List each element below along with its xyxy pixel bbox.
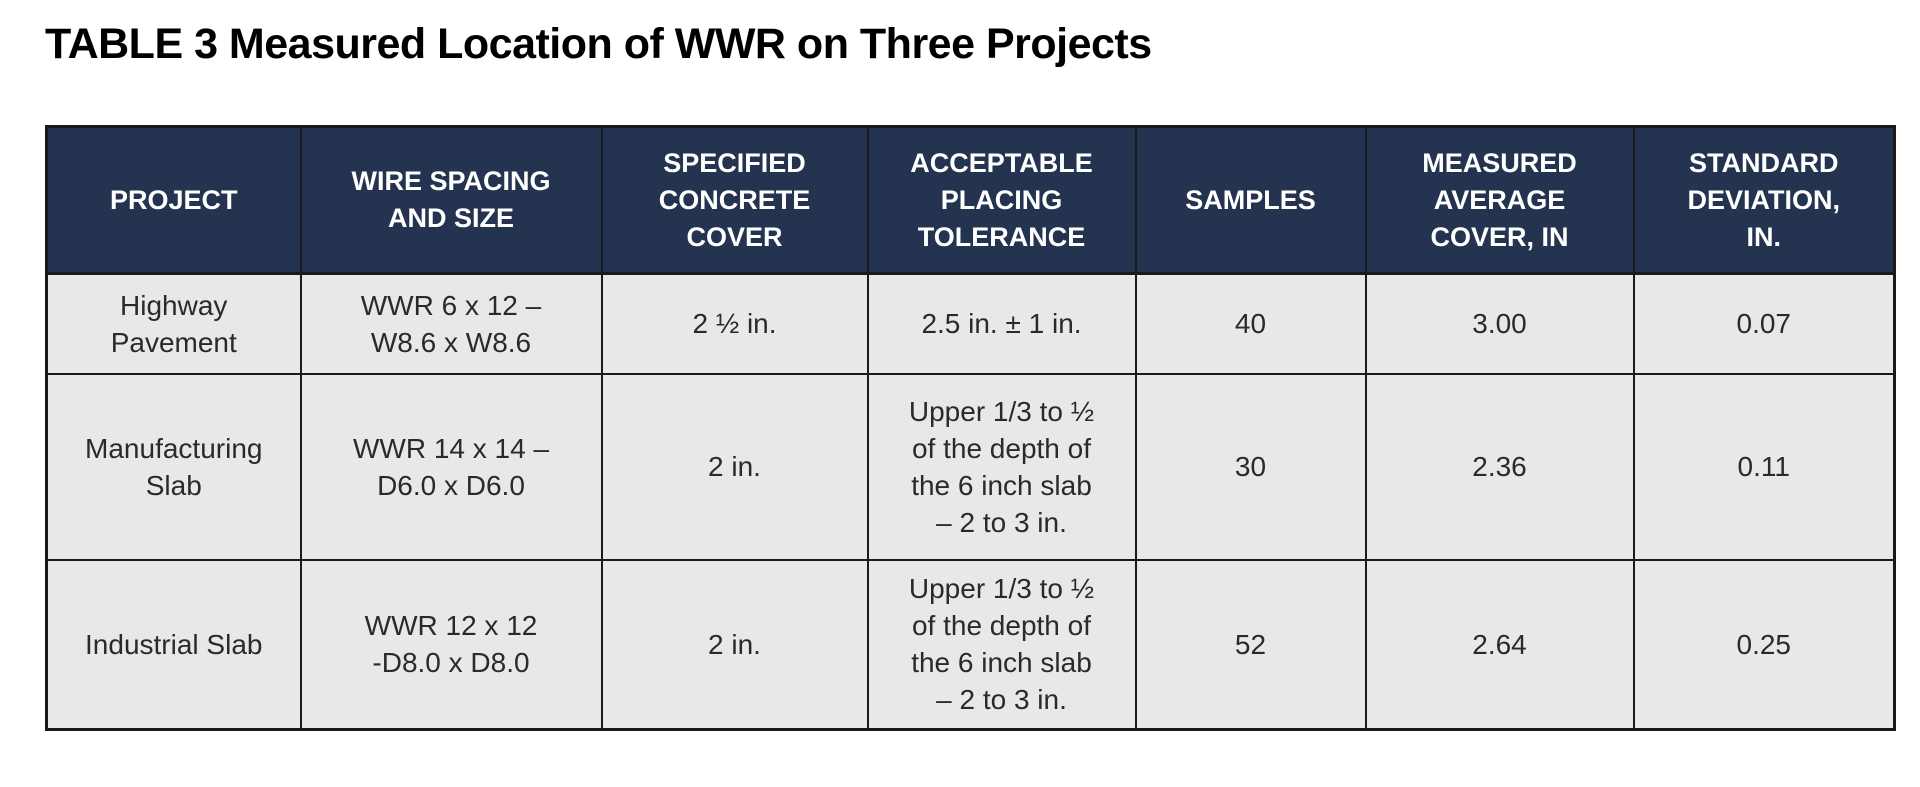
column-header-specified-cover: SPECIFIED CONCRETE COVER [600, 125, 869, 275]
cell-standard-deviation: 0.07 [1632, 272, 1896, 375]
cell-specified-cover: 2 ½ in. [600, 272, 869, 375]
column-header-samples: SAMPLES [1134, 125, 1367, 275]
cell-wire-spacing-size: WWR 12 x 12 -D8.0 x D8.0 [299, 558, 603, 731]
cell-measured-avg-cover: 3.00 [1364, 272, 1635, 375]
cell-specified-cover: 2 in. [600, 558, 869, 731]
cell-wire-spacing-size: WWR 6 x 12 – W8.6 x W8.6 [299, 272, 603, 375]
cell-standard-deviation: 0.25 [1632, 558, 1896, 731]
cell-specified-cover: 2 in. [600, 372, 869, 561]
table-row-manufacturing-slab: Manufacturing Slab WWR 14 x 14 – D6.0 x … [45, 372, 1896, 561]
cell-project: Highway Pavement [45, 272, 302, 375]
column-header-project: PROJECT [45, 125, 302, 275]
cell-placing-tolerance: 2.5 in. ± 1 in. [866, 272, 1137, 375]
column-header-placing-tolerance: ACCEPTABLE PLACING TOLERANCE [866, 125, 1137, 275]
table-row-industrial-slab: Industrial Slab WWR 12 x 12 -D8.0 x D8.0… [45, 558, 1896, 731]
cell-placing-tolerance: Upper 1/3 to ½ of the depth of the 6 inc… [866, 558, 1137, 731]
cell-measured-avg-cover: 2.64 [1364, 558, 1635, 731]
wwr-measured-location-table: PROJECT WIRE SPACING AND SIZE SPECIFIED … [45, 125, 1896, 731]
column-header-wire-spacing-size: WIRE SPACING AND SIZE [299, 125, 603, 275]
cell-measured-avg-cover: 2.36 [1364, 372, 1635, 561]
cell-standard-deviation: 0.11 [1632, 372, 1896, 561]
table-row-highway-pavement: Highway Pavement WWR 6 x 12 – W8.6 x W8.… [45, 272, 1896, 375]
cell-samples: 40 [1134, 272, 1367, 375]
table-header-row: PROJECT WIRE SPACING AND SIZE SPECIFIED … [45, 125, 1896, 275]
cell-samples: 30 [1134, 372, 1367, 561]
cell-wire-spacing-size: WWR 14 x 14 – D6.0 x D6.0 [299, 372, 603, 561]
cell-project: Manufacturing Slab [45, 372, 302, 561]
table-title: TABLE 3 Measured Location of WWR on Thre… [45, 20, 1152, 68]
column-header-standard-deviation: STANDARD DEVIATION, IN. [1632, 125, 1896, 275]
cell-placing-tolerance: Upper 1/3 to ½ of the depth of the 6 inc… [866, 372, 1137, 561]
column-header-measured-avg-cover: MEASURED AVERAGE COVER, IN [1364, 125, 1635, 275]
cell-samples: 52 [1134, 558, 1367, 731]
cell-project: Industrial Slab [45, 558, 302, 731]
